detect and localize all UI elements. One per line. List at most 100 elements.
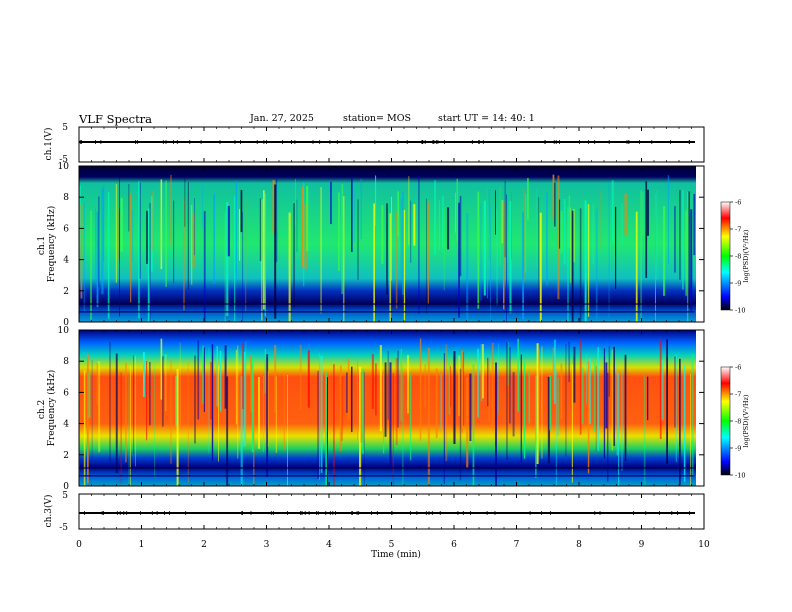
ch1-ylabel-line1: ch.1 bbox=[37, 236, 47, 255]
ch1-waveform-panel: 5 -5 ch.1(V) bbox=[43, 123, 705, 165]
ch1-spectrogram-striations bbox=[79, 174, 696, 322]
time-tick-label: 8 bbox=[576, 540, 582, 550]
ch1-colorbar-label: log(PSD)(V²/Hz) bbox=[742, 229, 750, 282]
sferic-streak bbox=[341, 183, 344, 295]
colorbar-tick-label: -8 bbox=[735, 418, 741, 426]
sferic-streak bbox=[386, 203, 388, 295]
sferic-streak bbox=[109, 342, 111, 462]
sferic-streak bbox=[487, 188, 488, 299]
sferic-streak bbox=[307, 350, 310, 408]
sferic-streak bbox=[371, 354, 374, 409]
sferic-streak bbox=[413, 204, 416, 246]
freq-tick-label: 6 bbox=[63, 388, 69, 398]
sferic-streak bbox=[584, 200, 587, 322]
sferic-streak bbox=[115, 184, 117, 283]
sferic-streak bbox=[87, 353, 89, 484]
sferic-streak bbox=[581, 367, 584, 425]
ch3-ytick-bottom: -5 bbox=[59, 523, 68, 533]
colorbar-tick-label: -10 bbox=[735, 307, 745, 315]
sferic-streak bbox=[595, 208, 598, 319]
sferic-streak bbox=[146, 361, 148, 441]
sferic-streak bbox=[611, 349, 613, 451]
sferic-streak bbox=[424, 364, 426, 408]
sferic-streak bbox=[218, 366, 219, 462]
sferic-streak bbox=[659, 340, 662, 440]
colorbar-tick-label: -10 bbox=[735, 472, 745, 480]
sferic-streak bbox=[586, 354, 587, 404]
sferic-streak bbox=[435, 368, 438, 438]
sferic-streak bbox=[264, 194, 266, 317]
sferic-streak bbox=[571, 210, 574, 322]
sferic-streak bbox=[655, 194, 656, 322]
sferic-streak bbox=[690, 209, 693, 311]
sferic-streak bbox=[656, 190, 658, 280]
sferic-streak bbox=[573, 209, 575, 263]
sferic-streak bbox=[130, 193, 132, 303]
sferic-streak bbox=[571, 364, 573, 483]
sferic-streak bbox=[202, 186, 203, 227]
sferic-streak bbox=[573, 346, 576, 403]
sferic-streak bbox=[597, 347, 599, 451]
sferic-streak bbox=[477, 348, 479, 418]
sferic-streak bbox=[80, 204, 83, 299]
sferic-streak bbox=[667, 175, 669, 265]
sferic-streak bbox=[496, 209, 498, 306]
sferic-streak bbox=[146, 210, 148, 264]
freq-tick-label: 2 bbox=[63, 451, 69, 461]
sferic-streak bbox=[587, 204, 590, 317]
sferic-streak bbox=[208, 347, 210, 454]
sferic-streak bbox=[557, 377, 559, 437]
sferic-streak bbox=[511, 191, 512, 260]
freq-tick-label: 4 bbox=[63, 420, 69, 430]
sferic-streak bbox=[117, 209, 120, 261]
sferic-streak bbox=[83, 202, 85, 313]
sferic-streak bbox=[395, 211, 398, 309]
sferic-streak bbox=[469, 373, 472, 441]
time-tick-label: 4 bbox=[326, 540, 332, 550]
freq-tick-label: 0 bbox=[63, 318, 69, 328]
sferic-streak bbox=[683, 365, 686, 482]
sferic-streak bbox=[621, 203, 623, 244]
sferic-streak bbox=[536, 189, 538, 267]
sferic-streak bbox=[509, 347, 511, 424]
sferic-streak bbox=[579, 208, 582, 322]
sferic-streak bbox=[466, 212, 469, 322]
sferic-streak bbox=[235, 181, 237, 281]
sferic-streak bbox=[442, 195, 444, 249]
ch2-colorbar bbox=[720, 366, 731, 476]
sferic-streak bbox=[539, 212, 542, 322]
sferic-streak bbox=[194, 355, 196, 444]
sferic-streak bbox=[304, 204, 307, 270]
sferic-streak bbox=[402, 191, 404, 295]
sferic-streak bbox=[583, 200, 584, 267]
sferic-streak bbox=[509, 201, 512, 314]
sferic-streak bbox=[482, 344, 484, 399]
sferic-streak bbox=[303, 182, 305, 287]
sferic-streak bbox=[210, 361, 212, 420]
sferic-streak bbox=[128, 183, 130, 232]
sferic-streak bbox=[447, 207, 450, 250]
sferic-streak bbox=[165, 180, 167, 287]
sferic-streak bbox=[624, 193, 627, 235]
sferic-streak bbox=[541, 346, 543, 459]
sferic-streak bbox=[450, 366, 452, 408]
sferic-streak bbox=[538, 348, 540, 404]
sferic-streak bbox=[520, 354, 522, 463]
sferic-streak bbox=[183, 198, 185, 311]
sferic-streak bbox=[434, 180, 436, 255]
sferic-streak bbox=[240, 189, 243, 233]
sferic-streak bbox=[135, 355, 136, 467]
sferic-streak bbox=[384, 362, 387, 437]
sferic-streak bbox=[555, 370, 557, 486]
sferic-streak bbox=[443, 353, 445, 485]
freq-tick-label: 0 bbox=[63, 482, 69, 492]
sferic-streak bbox=[503, 201, 505, 310]
sferic-streak bbox=[535, 375, 537, 478]
sferic-streak bbox=[362, 368, 365, 454]
sferic-streak bbox=[224, 345, 227, 409]
sferic-streak bbox=[98, 196, 100, 288]
observation-date: Jan. 27, 2025 bbox=[250, 113, 314, 124]
sferic-streak bbox=[128, 376, 130, 486]
sferic-streak bbox=[203, 347, 205, 413]
